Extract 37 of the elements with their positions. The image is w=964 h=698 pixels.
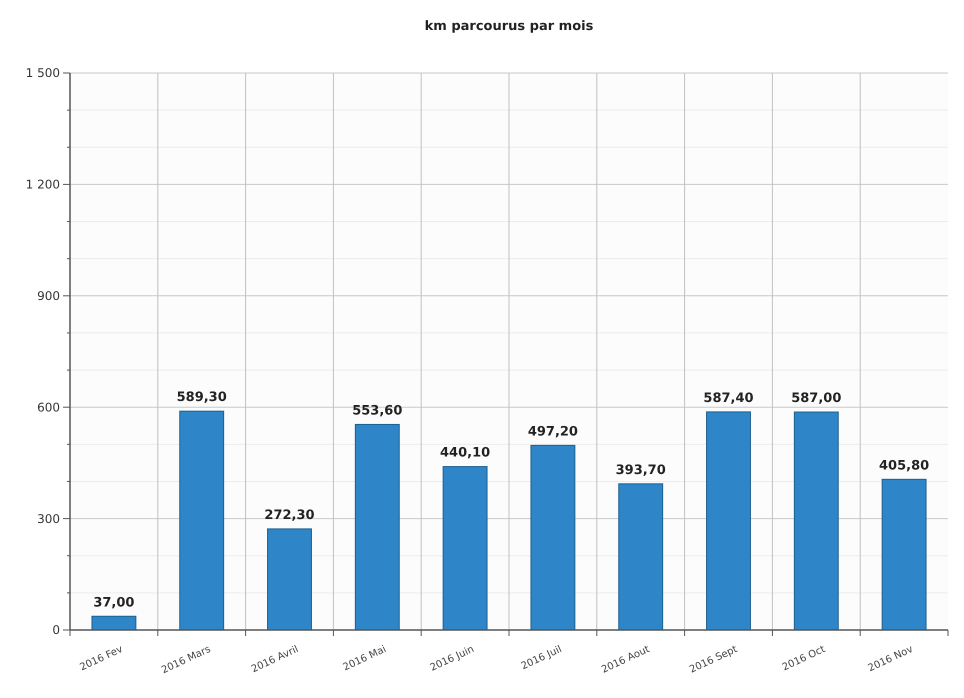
y-tick-label: 900	[37, 289, 60, 303]
x-tick-label: 2016 Mai	[342, 644, 388, 674]
bar	[354, 424, 400, 630]
x-tick-label: 2016 Avril	[250, 644, 300, 676]
x-tick-label: 2016 Juil	[520, 644, 564, 672]
bar	[794, 412, 839, 630]
x-tick-label: 2016 Nov	[866, 644, 915, 674]
data-label: 37,00	[93, 595, 134, 610]
bar	[91, 616, 136, 630]
y-tick-label: 0	[52, 623, 60, 638]
data-label: 587,40	[703, 390, 754, 406]
y-tick-label: 1 200	[26, 178, 60, 192]
data-label: 587,00	[791, 391, 842, 406]
x-tick-label: 2016 Oct	[780, 644, 828, 674]
data-label: 589,30	[176, 390, 227, 406]
bar	[442, 466, 488, 630]
data-label: 393,70	[616, 462, 666, 478]
y-tick-label: 600	[37, 400, 60, 414]
x-tick-label: 2016 Aout	[600, 644, 652, 676]
bar	[882, 478, 927, 630]
data-label: 405,80	[879, 458, 930, 474]
data-label: 272,30	[264, 508, 315, 523]
bar	[706, 411, 751, 630]
data-label: 553,60	[352, 403, 402, 418]
bar	[618, 483, 664, 630]
chart-title: km parcourus par mois	[424, 19, 594, 34]
y-tick-label: 300	[37, 512, 60, 526]
x-tick-label: 2016 Sept	[688, 644, 740, 676]
bar	[530, 444, 576, 630]
data-label: 440,10	[440, 446, 490, 461]
bar	[179, 410, 224, 630]
bar	[267, 528, 312, 630]
x-tick-label: 2016 Mars	[160, 644, 212, 676]
x-tick-label: 2016 Fev	[78, 644, 125, 674]
y-tick-label: 1 500	[26, 66, 60, 80]
x-tick-label: 2016 Juin	[428, 644, 476, 674]
data-label: 497,20	[528, 424, 578, 440]
